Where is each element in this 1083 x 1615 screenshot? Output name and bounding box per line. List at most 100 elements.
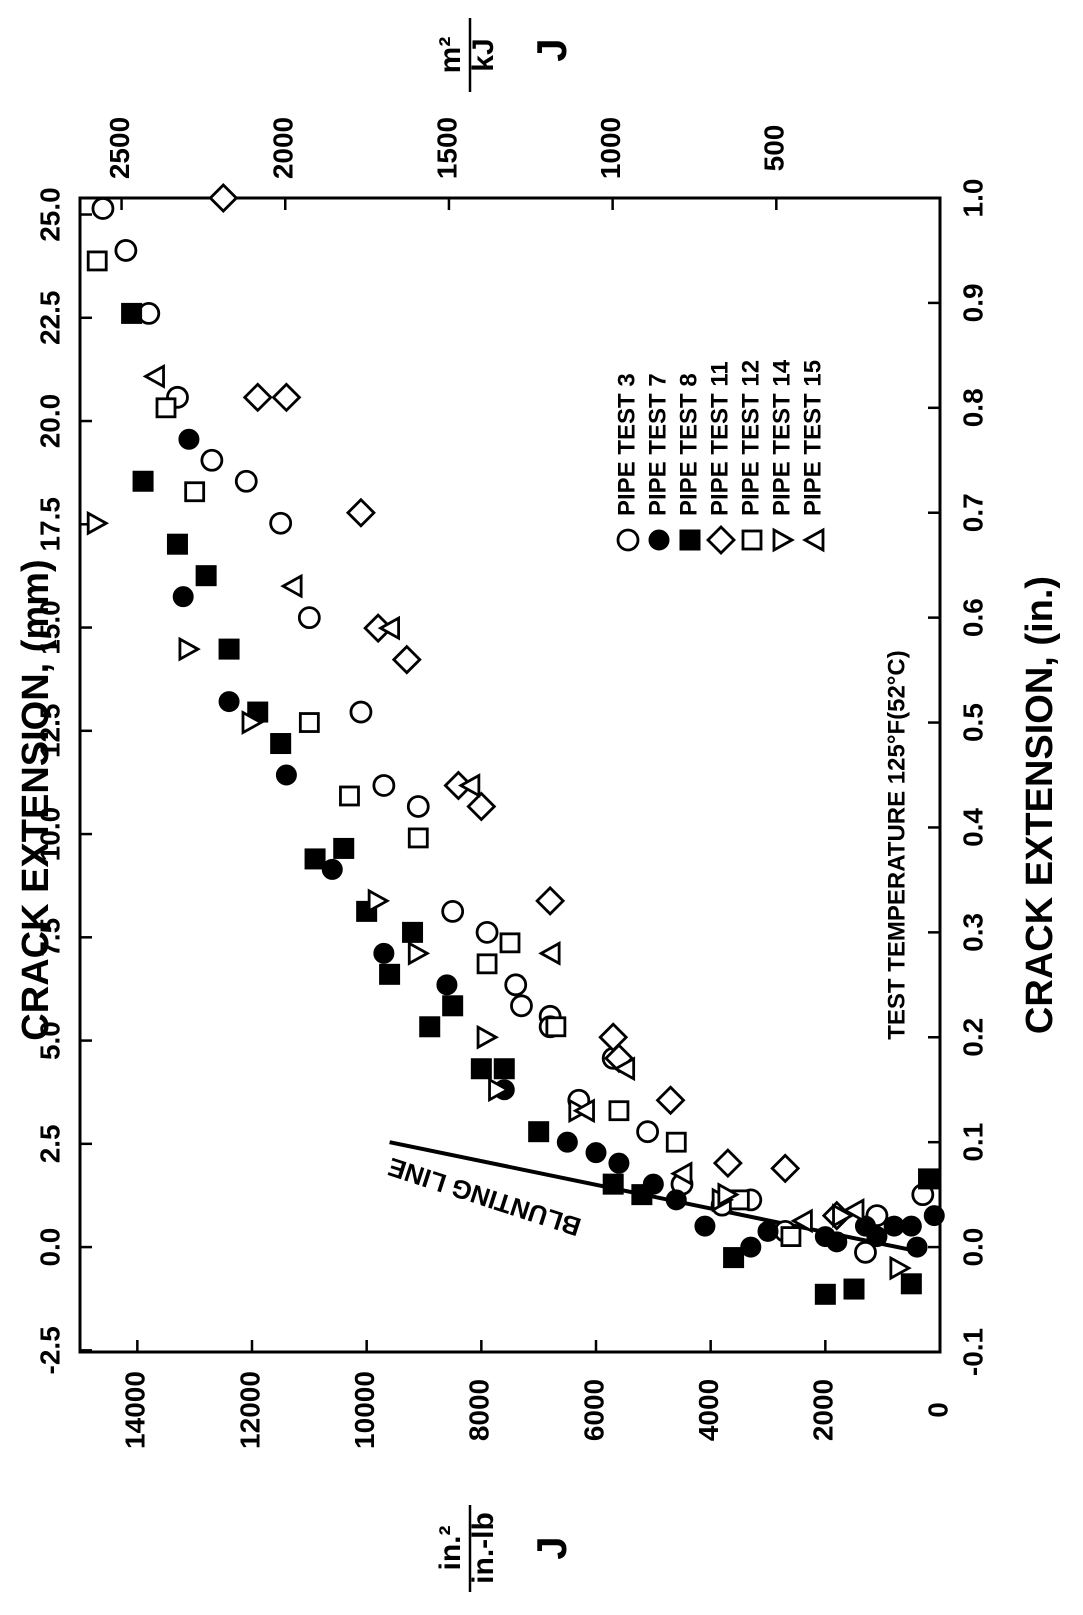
mm-tick-label: 7.5 <box>34 918 65 957</box>
data-point <box>298 712 320 733</box>
legend-label: PIPE TEST 7 <box>644 373 671 516</box>
mm-tick-label: 2.5 <box>34 1124 65 1163</box>
inch-tick-label: -0.1 <box>957 1328 988 1376</box>
legend-label: PIPE TEST 8 <box>675 373 702 516</box>
data-point <box>457 773 481 798</box>
j-tick-label: 6000 <box>578 1379 609 1441</box>
data-point <box>242 382 273 413</box>
data-point <box>86 510 110 536</box>
data-point <box>367 888 391 914</box>
legend-marker <box>741 529 763 551</box>
data-point <box>218 691 240 713</box>
data-point <box>665 1189 687 1211</box>
data-point <box>510 994 533 1018</box>
data-point <box>842 1197 865 1223</box>
mm-tick-label: 25.0 <box>34 187 65 242</box>
legend-label: PIPE TEST 11 <box>706 361 733 516</box>
blunting-line-label: BLUNTING LINE <box>384 1152 584 1243</box>
data-point <box>535 885 566 916</box>
data-point <box>476 953 498 975</box>
data-point <box>86 250 108 272</box>
data-point <box>889 1255 912 1281</box>
data-point <box>155 397 177 419</box>
data-point <box>670 1161 693 1187</box>
data-point <box>723 1247 745 1269</box>
data-point <box>184 481 206 503</box>
inch-tick-label: 0.2 <box>957 1018 988 1057</box>
data-point <box>612 1056 636 1082</box>
legend-label: PIPE TEST 15 <box>799 360 826 516</box>
data-point <box>470 1058 492 1080</box>
mm-tick-label: 17.5 <box>34 497 65 552</box>
plot-border <box>78 196 942 1354</box>
data-point <box>114 239 138 262</box>
series-7 <box>142 363 865 1234</box>
j-unit-numerator-bottom: in.-lb <box>467 1512 500 1584</box>
j-symbol-bottom: J <box>528 1536 575 1559</box>
data-point <box>391 644 422 675</box>
data-point <box>142 363 165 389</box>
j-unit-denominator-bottom: in.² <box>434 1526 467 1571</box>
data-point <box>379 963 401 985</box>
mm-tick-label: -2.5 <box>34 1326 65 1374</box>
legend-marker <box>679 529 701 551</box>
data-point <box>602 1173 624 1195</box>
mm-tick-label: 5.0 <box>34 1021 65 1060</box>
data-point <box>407 940 431 966</box>
series-4 <box>208 183 852 1231</box>
legend-marker <box>648 529 670 551</box>
data-point <box>499 932 521 954</box>
data-point <box>832 1203 855 1228</box>
data-point <box>442 995 464 1017</box>
data-point <box>854 1240 877 1264</box>
data-point <box>476 1024 499 1050</box>
data-point <box>918 1168 940 1190</box>
data-point <box>406 795 430 818</box>
j-tick-label: 8000 <box>464 1379 495 1441</box>
legend: PIPE TEST 3 PIPE TEST 7 PIPE TEST 8 PIPE TE… <box>613 359 826 555</box>
legend-marker <box>802 527 825 553</box>
data-point <box>349 700 373 724</box>
mm-tick-label: 0.0 <box>34 1228 65 1267</box>
j-tick-label: 12000 <box>234 1371 265 1449</box>
j-tick-label: 4000 <box>693 1379 724 1441</box>
data-points-layer <box>86 183 945 1305</box>
data-point <box>280 573 303 599</box>
test-temperature-annotation: TEST TEMPERATURE 125°F(52°C) <box>883 650 910 1039</box>
legend-label: PIPE TEST 12 <box>737 360 764 516</box>
series-5 <box>86 250 802 1247</box>
data-point <box>339 785 360 807</box>
data-point <box>545 1016 567 1038</box>
data-point <box>466 791 497 822</box>
data-point <box>528 1121 550 1143</box>
data-point <box>790 1208 813 1234</box>
series-1 <box>91 197 935 1264</box>
data-point <box>241 710 264 735</box>
data-point <box>345 497 376 528</box>
inch-tick-label: 0.1 <box>957 1123 988 1162</box>
data-point <box>234 469 258 493</box>
data-point <box>504 973 528 997</box>
series-6 <box>86 510 912 1281</box>
data-point <box>166 533 188 555</box>
data-point <box>297 606 321 630</box>
legend-label: PIPE TEST 3 <box>613 373 640 516</box>
mm-tick-label: 22.5 <box>34 291 65 346</box>
j-unit-numerator-top: kJ <box>467 38 500 71</box>
data-point <box>826 1231 848 1253</box>
data-point <box>270 733 292 755</box>
data-point <box>269 511 293 535</box>
data-point <box>178 428 200 450</box>
data-point <box>493 1058 515 1080</box>
inch-tick-label: 0.3 <box>957 913 988 952</box>
j-tick-label: 0 <box>922 1402 953 1418</box>
data-point <box>200 448 224 472</box>
data-point <box>694 1215 716 1237</box>
inch-tick-label: 0.6 <box>957 598 988 637</box>
inch-tick-label: 0.7 <box>957 493 988 532</box>
kj-tick-label: 1500 <box>431 117 462 179</box>
data-point <box>436 974 458 996</box>
inch-axis-title: CRACK EXTENSION, (in.) <box>1019 576 1061 1034</box>
